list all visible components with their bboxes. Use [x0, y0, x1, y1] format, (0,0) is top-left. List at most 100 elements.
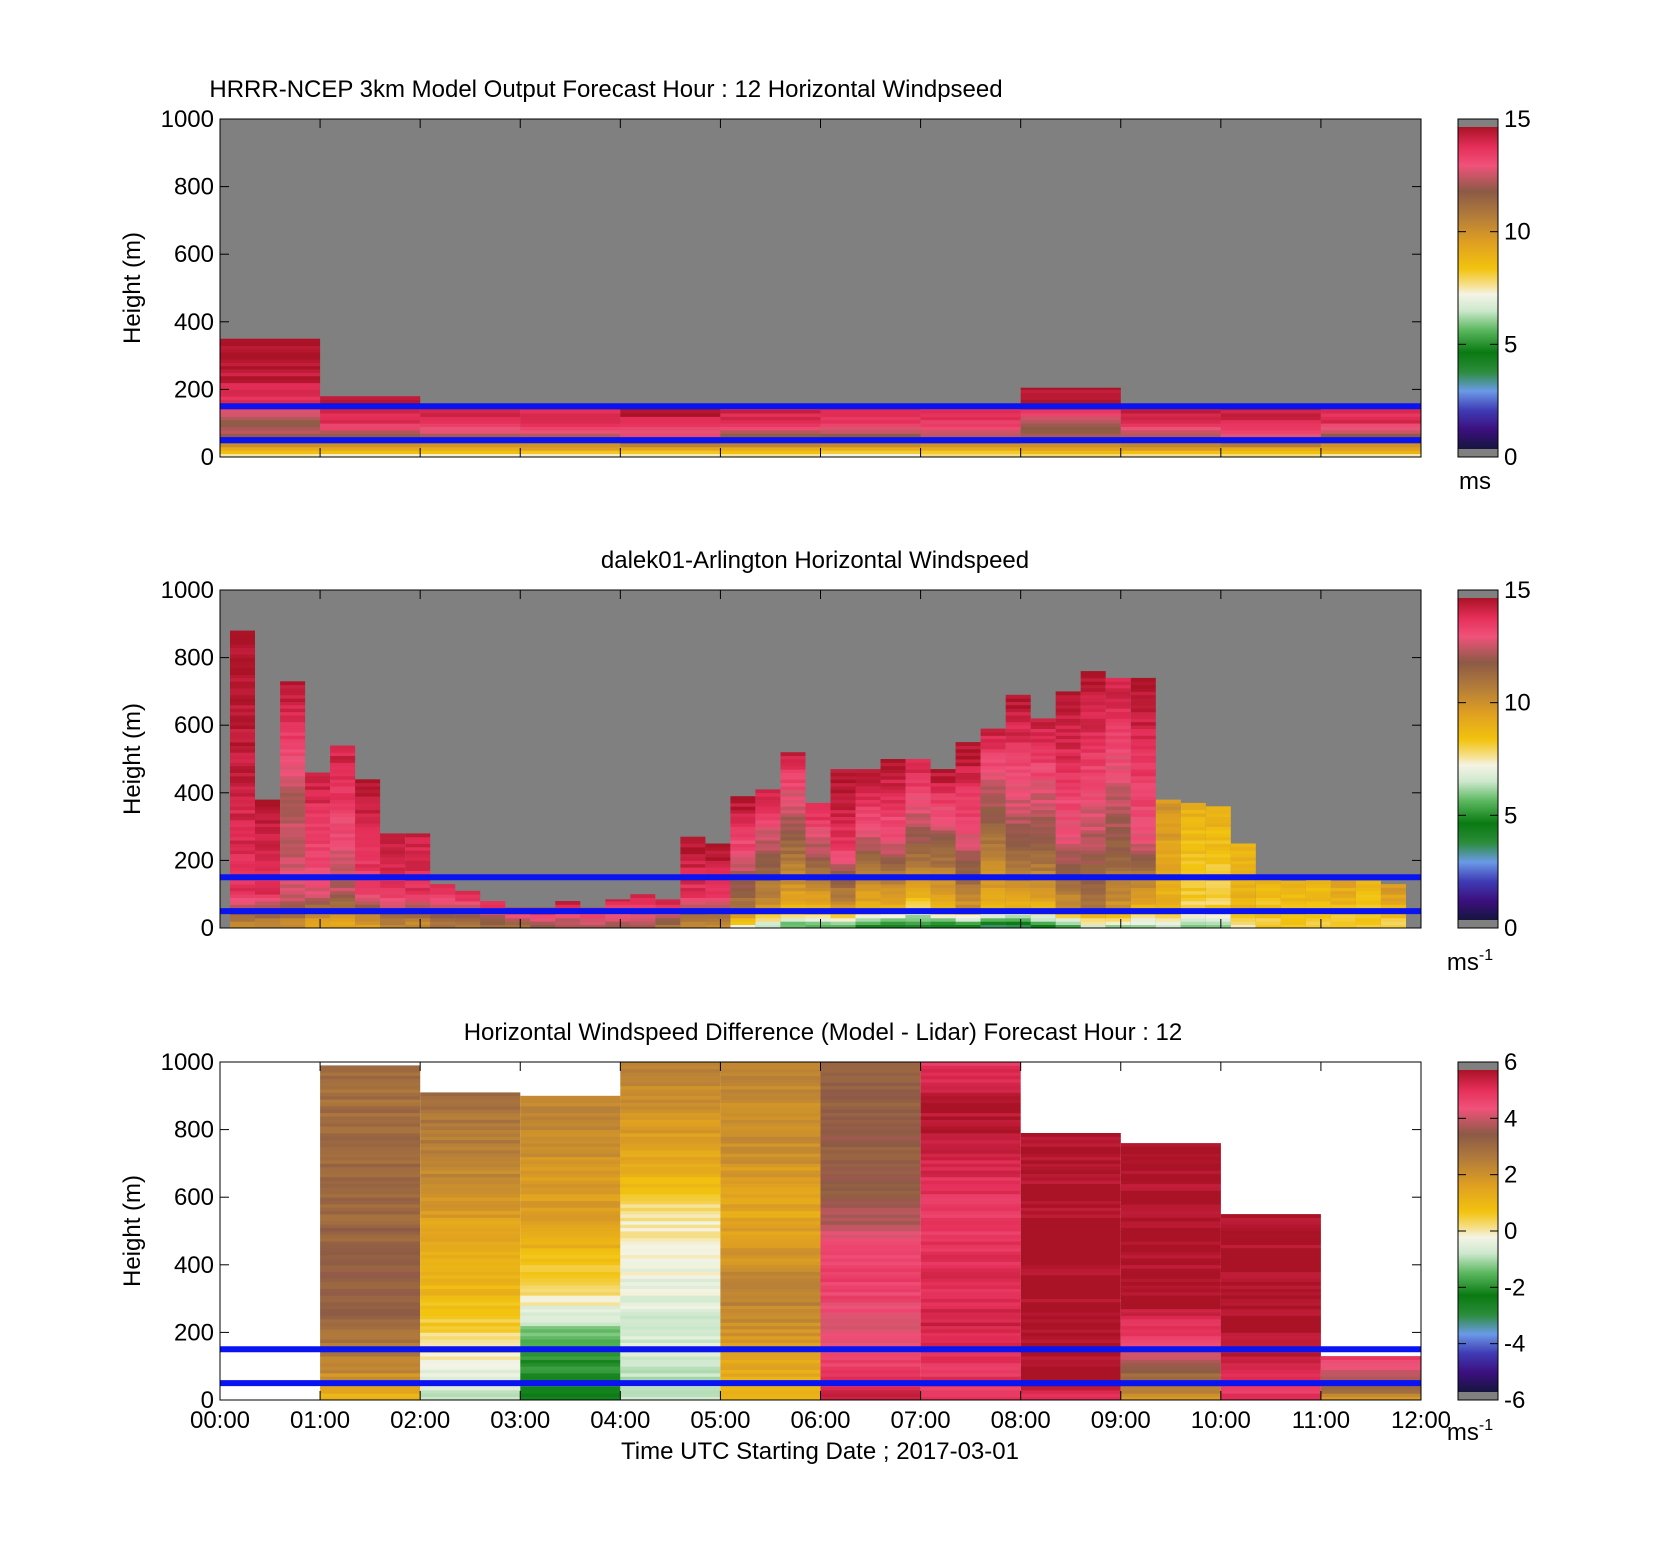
panel-diff-cell	[820, 1325, 921, 1330]
panel-lidar-cell	[230, 748, 255, 753]
panel-lidar-cell	[230, 863, 255, 868]
panel-lidar-cell	[280, 755, 306, 760]
panel-lidar-cell	[1130, 769, 1156, 773]
panel-lidar-cell	[1005, 833, 1031, 838]
panel-model-cell	[1020, 430, 1121, 434]
panel-diff-cell	[1120, 1220, 1221, 1225]
panel-lidar-cell	[805, 894, 831, 898]
panel-lidar-cell	[680, 860, 706, 865]
panel-lidar-cell	[330, 836, 356, 841]
panel-diff-cell	[1120, 1278, 1221, 1283]
panel-diff-cell	[720, 1224, 821, 1228]
panel-lidar-cell	[930, 894, 956, 898]
panel-lidar-cell	[280, 894, 306, 898]
panel-lidar-cell	[905, 846, 931, 851]
panel-lidar-cell	[805, 843, 831, 848]
panel-lidar-cell	[280, 826, 306, 831]
panel-lidar-cell	[230, 857, 255, 861]
panel-diff-cell	[820, 1278, 921, 1283]
panel-diff-cell	[1120, 1376, 1221, 1381]
panel-diff-cell	[620, 1258, 721, 1262]
panel-lidar-cell	[1030, 840, 1056, 844]
panel-lidar-cell	[380, 914, 406, 919]
panel-diff-cell	[920, 1085, 1021, 1090]
panel-diff-cell	[520, 1156, 621, 1161]
panel-diff-cell	[420, 1386, 521, 1391]
panel-lidar-cell	[1005, 789, 1031, 794]
panel-lidar-cell	[880, 775, 906, 780]
panel-lidar-cell	[1105, 708, 1131, 713]
panel-diff-cell	[920, 1099, 1021, 1103]
panel-lidar-cell	[805, 850, 831, 855]
panel-lidar-cell	[905, 799, 931, 804]
panel-lidar-cell	[480, 914, 506, 919]
panel-lidar-cell	[230, 809, 255, 814]
panel-model-title: HRRR-NCEP 3km Model Output Forecast Hour…	[209, 76, 1002, 103]
panel-lidar-cell	[1080, 823, 1106, 827]
panel-lidar-cell	[230, 732, 255, 736]
panel-model-cell	[520, 419, 621, 424]
panel-lidar-cell	[955, 809, 981, 814]
panel-diff-cell	[720, 1366, 821, 1370]
panel-lidar-cell	[680, 887, 706, 892]
panel-lidar-cell	[705, 863, 731, 868]
panel-diff-cell	[820, 1068, 921, 1073]
panel-diff-cell	[720, 1078, 821, 1083]
panel-lidar-cell	[930, 887, 956, 892]
panel-diff-cell	[320, 1237, 421, 1242]
panel-lidar-cell	[1005, 850, 1031, 855]
panel-model-cell	[320, 450, 421, 454]
panel-lidar-cell	[1130, 772, 1156, 777]
panel-lidar-cell	[1130, 718, 1156, 723]
panel-diff-cell	[1020, 1339, 1121, 1343]
panel-lidar-cell	[1005, 826, 1031, 831]
panel-lidar-cell	[755, 897, 781, 902]
panel-lidar-cell	[1381, 921, 1406, 925]
panel-diff-cell	[820, 1197, 921, 1201]
panel-diff-cell	[620, 1244, 721, 1249]
panel-lidar-cell	[780, 759, 806, 763]
panel-diff-cell	[420, 1170, 521, 1174]
panel-lidar-cell	[280, 833, 306, 838]
panel-lidar-cell	[1005, 792, 1031, 797]
panel-lidar-cell	[1055, 786, 1081, 790]
panel-lidar-cell	[1180, 809, 1206, 814]
panel-lidar-cell	[980, 742, 1006, 746]
panel-diff-cell	[720, 1244, 821, 1249]
panel-diff-cell	[420, 1271, 521, 1276]
panel-diff-cell	[1220, 1295, 1321, 1299]
panel-lidar-cell	[980, 775, 1006, 780]
panel-lidar-cell	[1255, 917, 1281, 922]
panel-diff-cell	[1020, 1335, 1121, 1340]
panel-lidar-cell	[230, 762, 255, 767]
panel-lidar-cell	[405, 924, 431, 929]
panel-lidar-cell	[805, 884, 831, 888]
panel-diff-cell	[1020, 1352, 1121, 1357]
panel-model-cell	[820, 413, 921, 417]
panel-lidar-cell	[1230, 860, 1256, 865]
panel-lidar-cell	[980, 732, 1006, 736]
panel-diff-cell	[520, 1389, 621, 1394]
panel-diff-cell	[1320, 1389, 1421, 1394]
panel-diff-cell	[1220, 1241, 1321, 1245]
panel-lidar-cell	[1155, 880, 1181, 885]
panel-lidar-cell	[230, 654, 255, 658]
panel-lidar-cell	[1305, 887, 1331, 892]
panel-diff-title: Horizontal Windspeed Difference (Model -…	[464, 1019, 1183, 1046]
panel-lidar-cell	[1030, 802, 1056, 807]
panel-lidar-cell	[255, 860, 280, 865]
panel-diff-cell	[1220, 1281, 1321, 1286]
panel-lidar-cell	[355, 806, 381, 811]
panel-lidar-cell	[605, 914, 631, 919]
panel-lidar-cell	[230, 630, 255, 635]
panel-diff-cell	[620, 1112, 721, 1117]
panel-diff-ytick-label: 1000	[161, 1049, 214, 1076]
panel-lidar-cell	[1105, 677, 1131, 682]
panel-lidar-cell	[830, 924, 856, 929]
panel-lidar-cell	[705, 890, 731, 895]
panel-lidar-cell	[880, 850, 906, 855]
panel-lidar-cell	[730, 823, 756, 827]
panel-lidar-cell	[755, 853, 781, 858]
panel-lidar-cell	[1080, 711, 1106, 716]
